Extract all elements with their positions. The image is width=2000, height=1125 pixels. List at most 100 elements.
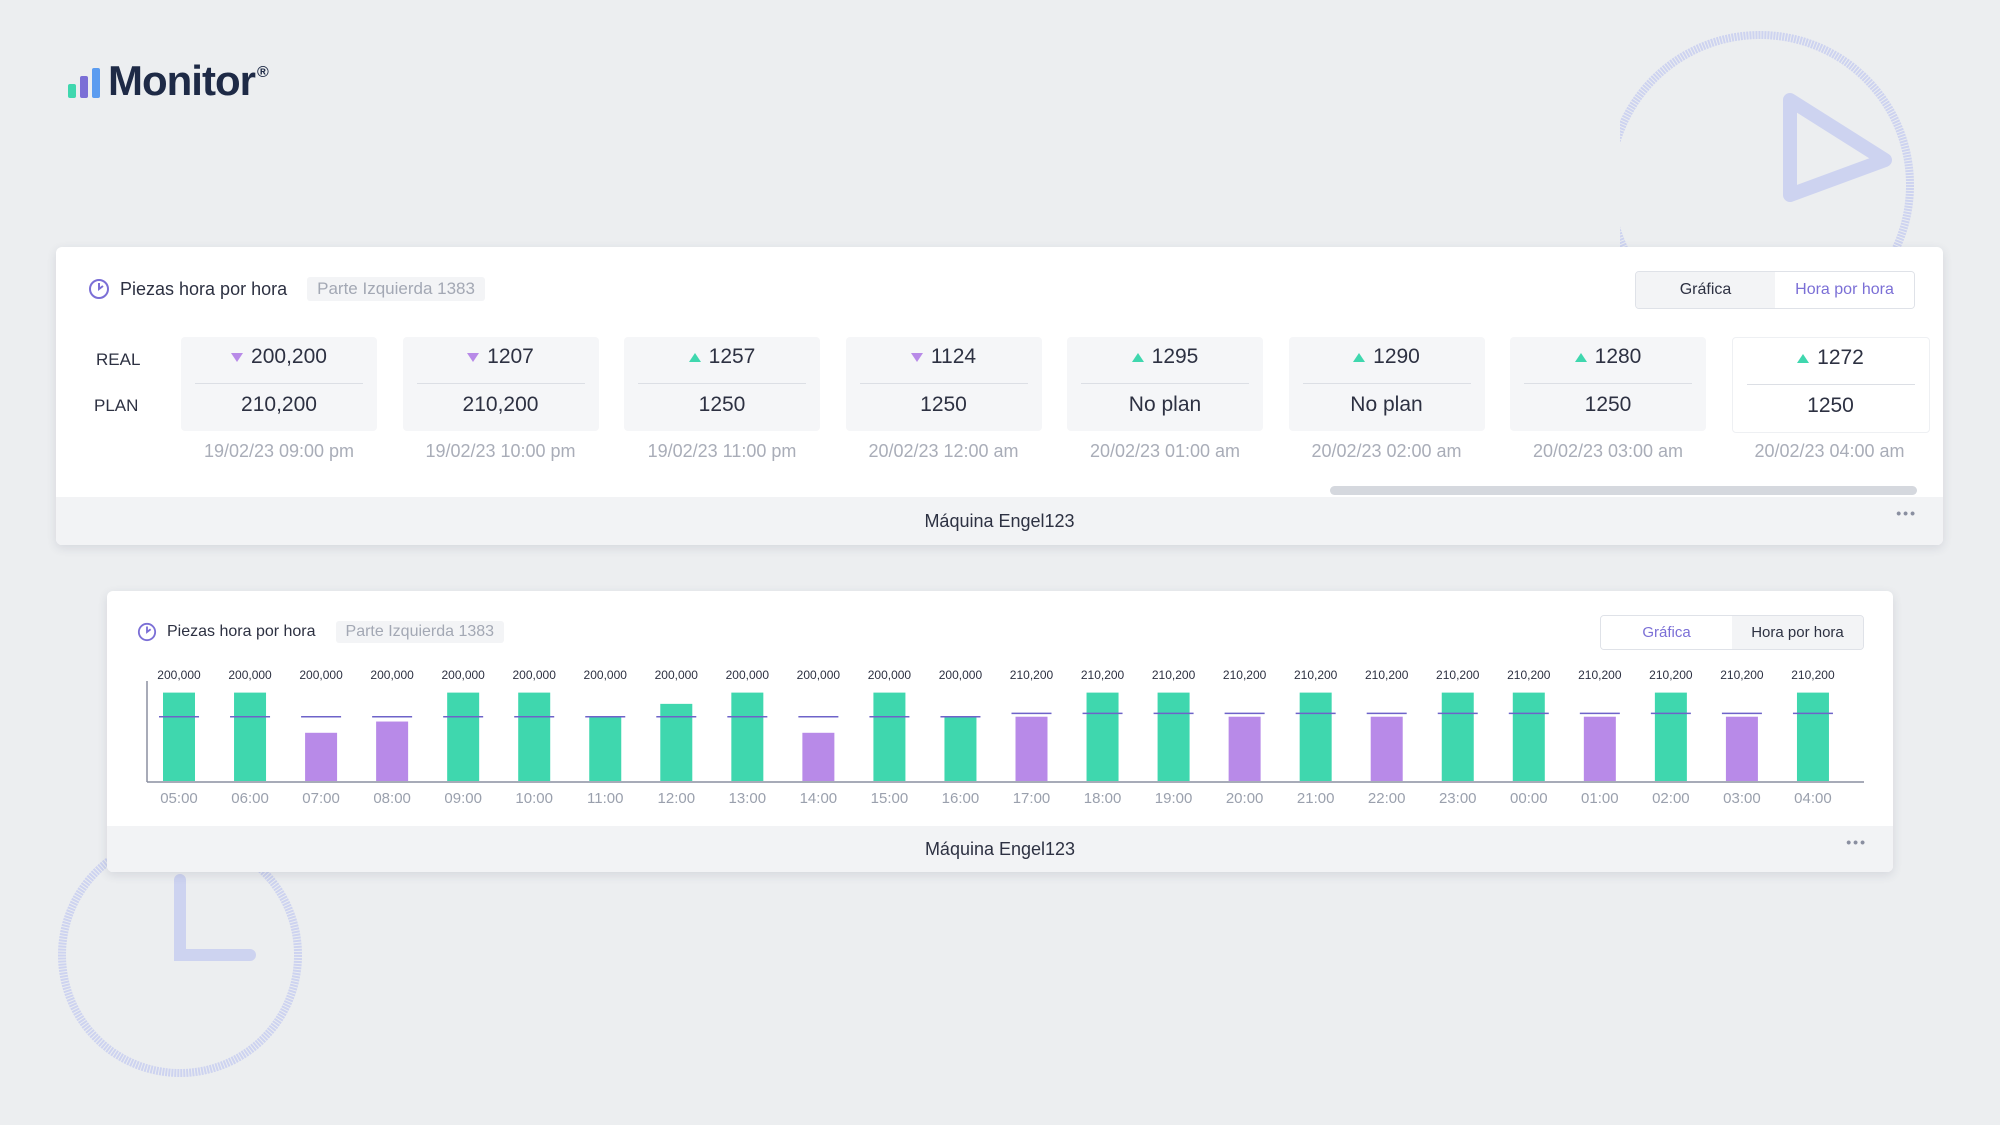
x-tick-label: 15:00 (871, 790, 909, 807)
plan-value: 210,200 (241, 393, 317, 416)
plan-data-label: 210,200 (1649, 668, 1693, 682)
bar (518, 692, 551, 781)
plan-data-label: 210,200 (1720, 668, 1764, 682)
plan-data-label: 200,000 (299, 668, 343, 682)
plan-data-label: 210,200 (1507, 668, 1551, 682)
plan-data-label: 210,200 (1436, 668, 1480, 682)
bar (1512, 692, 1545, 781)
more-options-button[interactable]: ••• (1846, 834, 1867, 850)
grafica-tab[interactable]: Gráfica (1636, 272, 1775, 308)
bar (376, 721, 409, 781)
machine-name: Máquina Engel123 (924, 510, 1075, 531)
real-value: 1295 (1067, 345, 1263, 369)
bar (1654, 692, 1687, 781)
plan-data-label: 210,200 (1294, 668, 1338, 682)
hour-timestamp: 20/02/23 04:00 am (1754, 441, 1905, 461)
plan-data-label: 200,000 (157, 668, 201, 682)
logo-bars-icon (68, 68, 100, 98)
plan-data-label: 200,000 (370, 668, 414, 682)
x-tick-label: 01:00 (1581, 790, 1619, 807)
x-tick-label: 20:00 (1226, 790, 1264, 807)
clock-icon (137, 622, 157, 642)
x-tick-label: 02:00 (1652, 790, 1690, 807)
x-tick-label: 03:00 (1723, 790, 1761, 807)
trend-up-icon (1131, 352, 1144, 362)
bar (731, 692, 764, 781)
bar (305, 732, 338, 781)
brand-name: Monitor (108, 57, 256, 104)
machine-name: Máquina Engel123 (924, 838, 1076, 859)
trend-down-icon (910, 352, 923, 362)
panel-header: Piezas hora por hora Parte Izquierda 138… (88, 277, 485, 301)
plan-data-label: 200,000 (655, 668, 699, 682)
bar (447, 692, 480, 781)
plan-data-label: 210,200 (1010, 668, 1054, 682)
view-toggle: Gráfica Hora por hora (1600, 615, 1864, 650)
plan-value: 1250 (1584, 393, 1632, 416)
trend-up-icon (1797, 353, 1810, 363)
hourly-table-panel: Piezas hora por hora Parte Izquierda 138… (56, 247, 1943, 545)
hour-cell: 1295 No plan (1067, 337, 1263, 431)
plan-value: 1250 (698, 393, 746, 416)
plan-value: 210,200 (462, 393, 539, 416)
bar (873, 692, 906, 781)
bar (1299, 692, 1332, 781)
plan-data-label: 210,200 (1081, 668, 1125, 682)
x-tick-label: 04:00 (1794, 790, 1832, 807)
bar (944, 716, 977, 781)
real-value: 1280 (1510, 345, 1706, 369)
divider (1746, 384, 1915, 385)
background-clock-icon (1620, 31, 1914, 260)
part-chip: Parte Izquierda 1383 (335, 621, 505, 643)
plan-value: No plan (1350, 393, 1423, 416)
real-value: 200,200 (181, 345, 377, 369)
bar (660, 703, 693, 781)
x-tick-label: 12:00 (658, 790, 696, 807)
hora-por-hora-tab[interactable]: Hora por hora (1775, 272, 1914, 308)
x-tick-label: 07:00 (302, 790, 340, 807)
x-tick-label: 19:00 (1155, 790, 1193, 807)
bar (1086, 692, 1119, 781)
x-tick-label: 08:00 (373, 790, 411, 807)
divider (638, 383, 806, 384)
divider (1524, 383, 1692, 384)
horizontal-scrollbar[interactable] (1330, 486, 1917, 495)
real-value: 1272 (1733, 346, 1929, 370)
view-toggle: Gráfica Hora por hora (1635, 271, 1915, 309)
grafica-tab[interactable]: Gráfica (1601, 616, 1732, 649)
plan-data-label: 200,000 (939, 668, 983, 682)
panel-title: Piezas hora por hora (167, 623, 316, 640)
trend-down-icon (231, 352, 244, 362)
divider (416, 383, 585, 384)
plan-data-label: 210,200 (1152, 668, 1196, 682)
x-tick-label: 11:00 (587, 790, 623, 807)
hour-timestamp: 19/02/23 09:00 pm (203, 441, 355, 461)
x-tick-label: 06:00 (231, 790, 269, 807)
brand-logo: Monitor ® (68, 58, 269, 104)
plan-data-label: 210,200 (1223, 668, 1267, 682)
bar (1370, 716, 1403, 781)
bar (802, 732, 835, 781)
hour-cell: 1257 1250 (624, 337, 820, 431)
trend-up-icon (688, 352, 701, 362)
plan-data-label: 200,000 (228, 668, 272, 682)
panel-title: Piezas hora por hora (120, 278, 288, 299)
bar (1015, 716, 1048, 781)
hour-timestamp: 19/02/23 11:00 pm (647, 441, 797, 461)
trend-up-icon (1574, 352, 1587, 362)
hora-por-hora-tab[interactable]: Hora por hora (1732, 616, 1863, 649)
x-tick-label: 10:00 (515, 790, 553, 807)
part-chip: Parte Izquierda 1383 (307, 277, 485, 301)
divider (859, 383, 1028, 384)
plan-data-label: 200,000 (584, 668, 628, 682)
hour-timestamp: 19/02/23 10:00 pm (425, 441, 576, 461)
real-value: 1290 (1289, 345, 1485, 369)
hour-timestamp: 20/02/23 12:00 am (868, 441, 1019, 461)
more-options-button[interactable]: ••• (1896, 505, 1917, 521)
plan-data-label: 210,200 (1365, 668, 1409, 682)
divider (1081, 383, 1249, 384)
plan-data-label: 200,000 (868, 668, 912, 682)
divider (1302, 383, 1471, 384)
panel-footer: Máquina Engel123 ••• (56, 497, 1943, 545)
real-value: 1207 (403, 345, 599, 369)
